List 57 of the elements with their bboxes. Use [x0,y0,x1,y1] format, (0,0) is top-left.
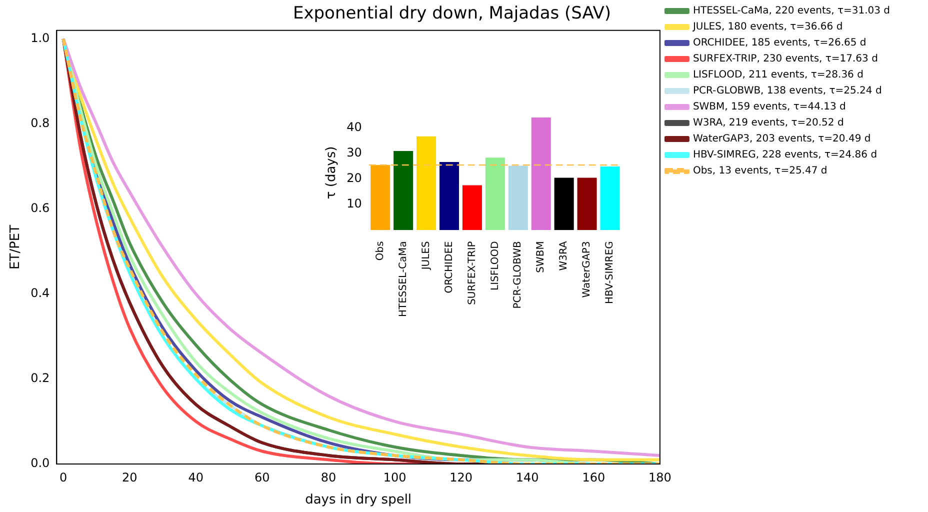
legend-label: JULES, 180 events, τ=36.66 d [692,22,843,33]
chart-title: Exponential dry down, Majadas (SAV) [292,4,612,24]
y-tick-label: 0.8 [30,116,50,130]
x-tick-label: 180 [648,470,672,484]
y-tick-label: 30 [346,146,362,160]
y-tick-label: 0.2 [30,371,50,386]
x-tick-label: 40 [188,470,204,484]
y-tick-label: 0.6 [30,201,50,216]
bar [485,158,505,230]
x-tick-label: 100 [383,470,406,484]
x-tick-label: 140 [516,470,539,484]
bar [370,165,390,230]
y-axis-title: τ (days) [324,146,340,200]
bar [554,178,574,230]
legend-label: ORCHIDEE, 185 events, τ=26.65 d [692,38,866,49]
legend-label: W3RA, 219 events, τ=20.52 d [692,118,844,129]
bar [462,185,482,230]
y-axis-title: ET/PET [8,224,24,270]
legend-label: HBV-SIMREG, 228 events, τ=24.86 d [692,150,878,161]
x-tick-label: 0 [59,470,68,484]
bar [394,150,414,230]
legend-label: WaterGAP3, 203 events, τ=20.49 d [692,134,871,145]
bar [531,118,551,230]
legend-label: LISFLOOD, 211 events, τ=28.36 d [692,70,864,81]
legend-label: SWBM, 159 events, τ=44.13 d [692,102,846,113]
x-axis-title: days in dry spell [305,492,412,508]
x-tick-label: 60 [254,470,270,484]
y-tick-label: 20 [346,171,362,186]
x-tick-label: 80 [320,470,336,484]
bar [577,178,597,230]
x-tick-label: JULES [420,241,432,271]
y-tick-label: 0.0 [30,456,50,470]
x-tick-label: 160 [582,470,606,484]
x-tick-label: HBV-SIMREG [604,241,616,304]
bar [439,162,460,230]
bar [416,136,436,230]
x-tick-label: LISFLOOD [490,240,501,290]
x-tick-label: 120 [450,470,473,484]
x-tick-label: W3RA [558,241,570,271]
x-tick-label: Obs [374,241,386,261]
legend-label: Obs, 13 events, τ=25.47 d [692,166,828,177]
x-tick-label: ORCHIDEE [444,241,455,294]
y-tick-label: 40 [346,120,362,134]
y-tick-label: 10 [346,196,362,211]
x-tick-label: 20 [122,470,138,484]
bar [508,166,528,230]
x-tick-label: HTESSEL-CaMa [398,241,409,318]
x-tick-label: SWBM [536,241,547,273]
legend-label: SURFEX-TRIP, 230 events, τ=17.63 d [692,54,878,65]
legend-label: HTESSEL-CaMa, 220 events, τ=31.03 d [692,6,890,17]
y-tick-label: 1.0 [30,31,50,46]
x-tick-label: WaterGAP3 [582,241,593,298]
legend-label: PCR-GLOBWB, 138 events, τ=25.24 d [692,86,882,97]
x-tick-label: PCR-GLOBWB [512,241,524,309]
bar [600,166,620,230]
x-tick-label: SURFEX-TRIP [466,241,478,305]
y-tick-label: 0.4 [30,286,50,300]
